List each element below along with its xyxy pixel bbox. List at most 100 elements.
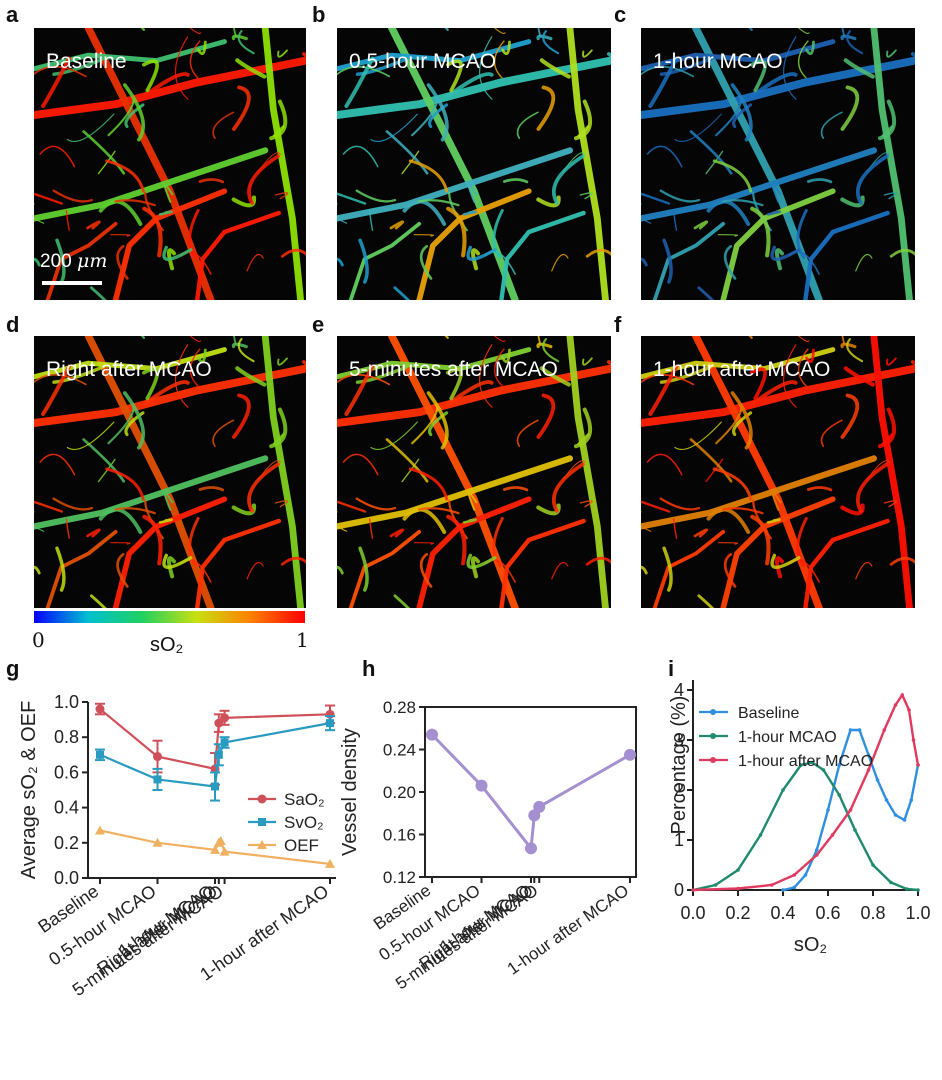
data-point xyxy=(210,844,220,854)
capillary xyxy=(805,40,815,56)
colorbar-min: 0 xyxy=(32,628,45,652)
capillary xyxy=(501,40,511,56)
capillary xyxy=(672,210,678,231)
capillary xyxy=(393,594,411,608)
vessel-map xyxy=(337,336,611,608)
capillary xyxy=(706,507,751,534)
series-vessel-density xyxy=(426,728,636,855)
capillary xyxy=(143,380,190,406)
capillary xyxy=(493,40,505,79)
capillary xyxy=(426,391,449,450)
capillary xyxy=(750,514,771,566)
vessel-map xyxy=(641,28,915,300)
capillary xyxy=(542,338,560,363)
capillary xyxy=(843,58,875,79)
panel-letter-c: c xyxy=(614,2,627,27)
capillary xyxy=(492,209,504,259)
data-point xyxy=(814,848,819,852)
capillary xyxy=(426,83,449,142)
legend-label: OEF xyxy=(284,836,319,855)
capillary xyxy=(723,244,737,280)
capillary xyxy=(674,421,722,450)
capillary xyxy=(198,178,225,184)
series-svo xyxy=(95,715,335,802)
capillary xyxy=(674,113,722,142)
capillary xyxy=(418,507,460,515)
series-1hourmcao xyxy=(691,760,920,892)
vessel-image-right-after: Right after MCAO xyxy=(34,336,306,608)
capillary xyxy=(237,30,255,55)
data-point xyxy=(893,703,898,707)
capillary xyxy=(659,365,713,384)
capillary xyxy=(796,517,808,567)
x-tick-label: 0.0 xyxy=(680,903,705,923)
image-label: 1-hour MCAO xyxy=(653,50,783,73)
y-tick-label: 0.0 xyxy=(54,868,79,888)
capillary xyxy=(574,99,593,141)
legend: SaO₂ SvO₂ OEF xyxy=(248,790,325,855)
capillary xyxy=(582,357,593,366)
capillary xyxy=(493,336,506,343)
capillary xyxy=(712,467,753,501)
vessel xyxy=(337,347,532,380)
capillary xyxy=(337,65,391,78)
data-point xyxy=(758,833,763,837)
capillary xyxy=(189,28,202,35)
capillary xyxy=(247,154,280,205)
capillary xyxy=(110,234,131,237)
capillary xyxy=(89,286,107,300)
image-label: 0.5-hour MCAO xyxy=(349,50,497,73)
capillary xyxy=(355,189,397,203)
data-point xyxy=(837,763,842,767)
capillary xyxy=(235,366,267,387)
data-point xyxy=(857,728,862,732)
capillary xyxy=(641,500,671,513)
capillary xyxy=(52,57,105,76)
capillary xyxy=(52,189,93,203)
capillary xyxy=(158,210,173,216)
legend-marker xyxy=(258,818,266,826)
capillary xyxy=(470,556,480,579)
capillary xyxy=(774,556,784,579)
capillary xyxy=(274,500,289,508)
capillary xyxy=(840,503,865,516)
data-point xyxy=(153,752,162,762)
y-tick-label: 0.16 xyxy=(383,826,416,845)
capillary xyxy=(648,56,679,108)
capillary xyxy=(98,507,143,534)
capillary xyxy=(771,184,782,203)
capillary xyxy=(697,286,715,300)
capillary xyxy=(337,565,344,575)
capillary xyxy=(274,192,289,200)
vessel-image-5min-after: 5-minutes after MCAO xyxy=(337,336,611,608)
vessel-map xyxy=(641,336,915,608)
capillary xyxy=(277,49,288,58)
capillary xyxy=(749,59,767,93)
capillary xyxy=(886,49,897,58)
capillary xyxy=(466,245,497,261)
capillary xyxy=(370,113,418,142)
capillary xyxy=(501,348,511,364)
data-point xyxy=(875,778,880,782)
capillary xyxy=(536,503,561,516)
capillary xyxy=(408,467,449,501)
vessel xyxy=(45,529,118,608)
capillary xyxy=(493,348,505,387)
capillary xyxy=(231,195,257,208)
vessel xyxy=(566,336,609,608)
capillary xyxy=(188,209,200,259)
capillary xyxy=(143,72,190,98)
capillary xyxy=(712,159,753,193)
capillary xyxy=(730,83,753,142)
capillary xyxy=(766,210,781,216)
capillary xyxy=(402,507,447,534)
data-point xyxy=(911,738,916,742)
data-point xyxy=(866,753,871,757)
capillary xyxy=(355,365,409,384)
capillary xyxy=(232,85,251,131)
capillary xyxy=(579,500,593,508)
capillary xyxy=(551,254,569,272)
capillary xyxy=(389,220,405,230)
